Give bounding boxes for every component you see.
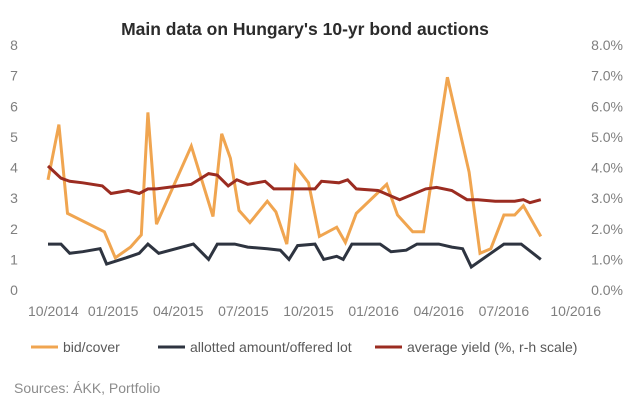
y-left-tick-label: 2 (10, 221, 18, 237)
x-tick-label: 10/2015 (283, 303, 334, 319)
x-axis-ticks: 10/2014 01/2015 04/2015 07/2015 10/2015 01/20… (28, 303, 601, 319)
x-tick-label: 10/2016 (550, 303, 601, 319)
y-left-tick-label: 6 (10, 98, 18, 114)
legend-label-allotted: allotted amount/offered lot (190, 339, 352, 355)
y-axis-right-ticks: 0.0% 1.0% 2.0% 3.0% 4.0% 5.0% 6.0% 7.0% 8.0% (591, 37, 623, 298)
series-line-allotted-amount (48, 242, 542, 270)
y-left-tick-label: 0 (10, 282, 18, 298)
y-left-tick-label: 4 (10, 160, 18, 176)
y-right-tick-label: 1.0% (591, 251, 623, 267)
series-line-average-yield (46, 164, 542, 205)
y-right-tick-label: 6.0% (591, 98, 623, 114)
y-axis-left-ticks: 0 1 2 3 4 5 6 7 8 (10, 37, 18, 298)
y-left-tick-label: 5 (10, 129, 18, 145)
y-right-tick-label: 4.0% (591, 160, 623, 176)
y-right-tick-label: 3.0% (591, 190, 623, 206)
legend-label-average-yield: average yield (%, r-h scale) (407, 339, 577, 355)
series-lines (46, 76, 543, 270)
y-left-tick-label: 7 (10, 68, 18, 84)
source-note: Sources: ÁKK, Portfolio (14, 380, 161, 396)
y-right-tick-label: 0.0% (591, 282, 623, 298)
series-line-bid-cover (46, 76, 543, 261)
x-tick-label: 04/2015 (153, 303, 204, 319)
x-tick-label: 10/2014 (28, 303, 79, 319)
legend-label-bid-cover: bid/cover (63, 339, 120, 355)
chart-title: Main data on Hungary's 10-yr bond auctio… (121, 19, 489, 39)
y-right-tick-label: 5.0% (591, 129, 623, 145)
y-left-tick-label: 1 (10, 251, 18, 267)
x-tick-label: 07/2016 (479, 303, 530, 319)
x-tick-label: 01/2016 (348, 303, 399, 319)
y-left-tick-label: 3 (10, 190, 18, 206)
x-tick-label: 04/2016 (413, 303, 464, 319)
y-right-tick-label: 7.0% (591, 68, 623, 84)
x-tick-label: 01/2015 (88, 303, 139, 319)
y-left-tick-label: 8 (10, 37, 18, 53)
x-tick-label: 07/2015 (218, 303, 269, 319)
y-right-tick-label: 8.0% (591, 37, 623, 53)
legend: bid/cover allotted amount/offered lot av… (31, 339, 577, 355)
y-right-tick-label: 2.0% (591, 221, 623, 237)
